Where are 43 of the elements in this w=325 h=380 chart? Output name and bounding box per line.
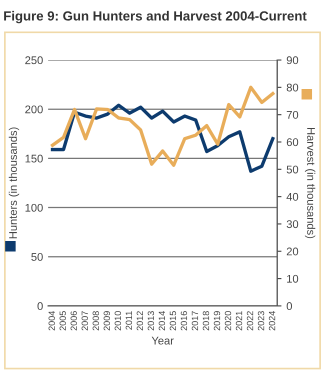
- y2-tick-label: 90: [286, 56, 298, 64]
- y2-tick-label: 60: [286, 138, 298, 146]
- y-tick-label: 250: [25, 56, 43, 64]
- x-tick-label: 2014: [158, 311, 166, 330]
- x-tick-label: 2013: [148, 311, 154, 330]
- y2-tick-label: 80: [286, 84, 298, 92]
- y2-tick-label: 70: [286, 110, 298, 119]
- x-tick-label: 2004: [48, 311, 55, 330]
- y2-tick-label: 30: [286, 220, 298, 228]
- x-tick-label: 2021: [236, 311, 242, 330]
- x-tick-label: 2015: [170, 311, 176, 330]
- x-tick-label: 2010: [114, 311, 122, 330]
- x-tick-label: 2008: [92, 311, 99, 330]
- line-series: [50, 104, 274, 173]
- x-tick-label: 2009: [104, 311, 110, 330]
- x-tick-label: 2006: [70, 311, 77, 330]
- x-axis-title: Year: [152, 336, 174, 345]
- y-tick-label: 50: [31, 252, 43, 261]
- y-tick-label: 0: [37, 302, 43, 310]
- y2-tick-label: 20: [286, 248, 298, 256]
- x-tick-label: 2016: [180, 311, 188, 330]
- x-tick-label: 2023: [258, 311, 264, 330]
- y-tick-label: 100: [26, 204, 43, 212]
- y2-tick-label: 50: [286, 166, 298, 174]
- x-tick-label: 2024: [268, 311, 276, 330]
- x-tick-label: 2007: [82, 311, 88, 330]
- x-tick-label: 2018: [202, 311, 210, 330]
- x-tick-label: 2011: [126, 311, 132, 330]
- line-series: [50, 86, 274, 167]
- y2-tick-label: 0: [286, 302, 292, 310]
- y-axis-title: Hunters (in thousands): [8, 127, 20, 238]
- y2-axis-title: Harvest (in thousands): [304, 128, 316, 238]
- x-tick-label: 2022: [246, 311, 254, 330]
- x-tick-label: 2005: [60, 311, 66, 330]
- y2-tick-label: 40: [286, 192, 298, 201]
- y2-tick-label: 10: [287, 274, 298, 283]
- y-tick-label: 150: [26, 154, 43, 163]
- chart-title: Figure 9: Gun Hunters and Harvest 2004-Current: [4, 10, 307, 24]
- x-tick-label: 2020: [224, 311, 232, 330]
- y-tick-label: 200: [25, 105, 43, 114]
- x-tick-label: 2017: [192, 311, 198, 330]
- x-tick-label: 2012: [136, 311, 144, 330]
- x-tick-label: 2019: [214, 311, 220, 330]
